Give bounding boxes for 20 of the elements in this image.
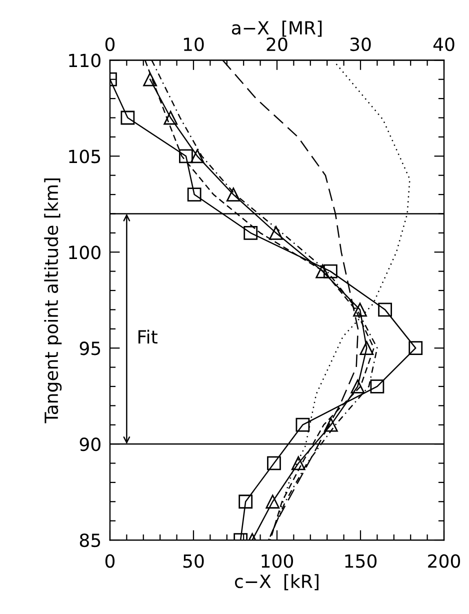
x-tick-label: 0 (105, 554, 115, 568)
x-axis-title: c−X [kR] (234, 574, 318, 590)
y-tick-label: 100 (69, 246, 100, 260)
y-tick-label: 90 (80, 438, 100, 452)
x-tick-label: 50 (183, 554, 204, 568)
y-tick-label: 110 (69, 54, 100, 68)
y-axis-title: Tangent point altitude [km] (44, 178, 62, 424)
y-tick-label: 85 (80, 533, 100, 548)
x2-tick-label: 40 (433, 37, 454, 52)
x-tick-label: 150 (345, 554, 377, 568)
x-tick-label: 100 (262, 554, 294, 568)
annotation: Fit (138, 330, 158, 344)
x-tick-label: 200 (428, 554, 460, 568)
y-tick-label: 95 (80, 342, 100, 356)
x2-axis-title: a−X [MR] (232, 20, 322, 37)
x2-tick-label: 30 (350, 37, 371, 52)
x2-tick-label: 20 (266, 37, 288, 52)
x2-tick-label: 10 (184, 37, 204, 52)
y-tick-label: 105 (69, 150, 100, 164)
x2-tick-label: 0 (105, 37, 115, 52)
